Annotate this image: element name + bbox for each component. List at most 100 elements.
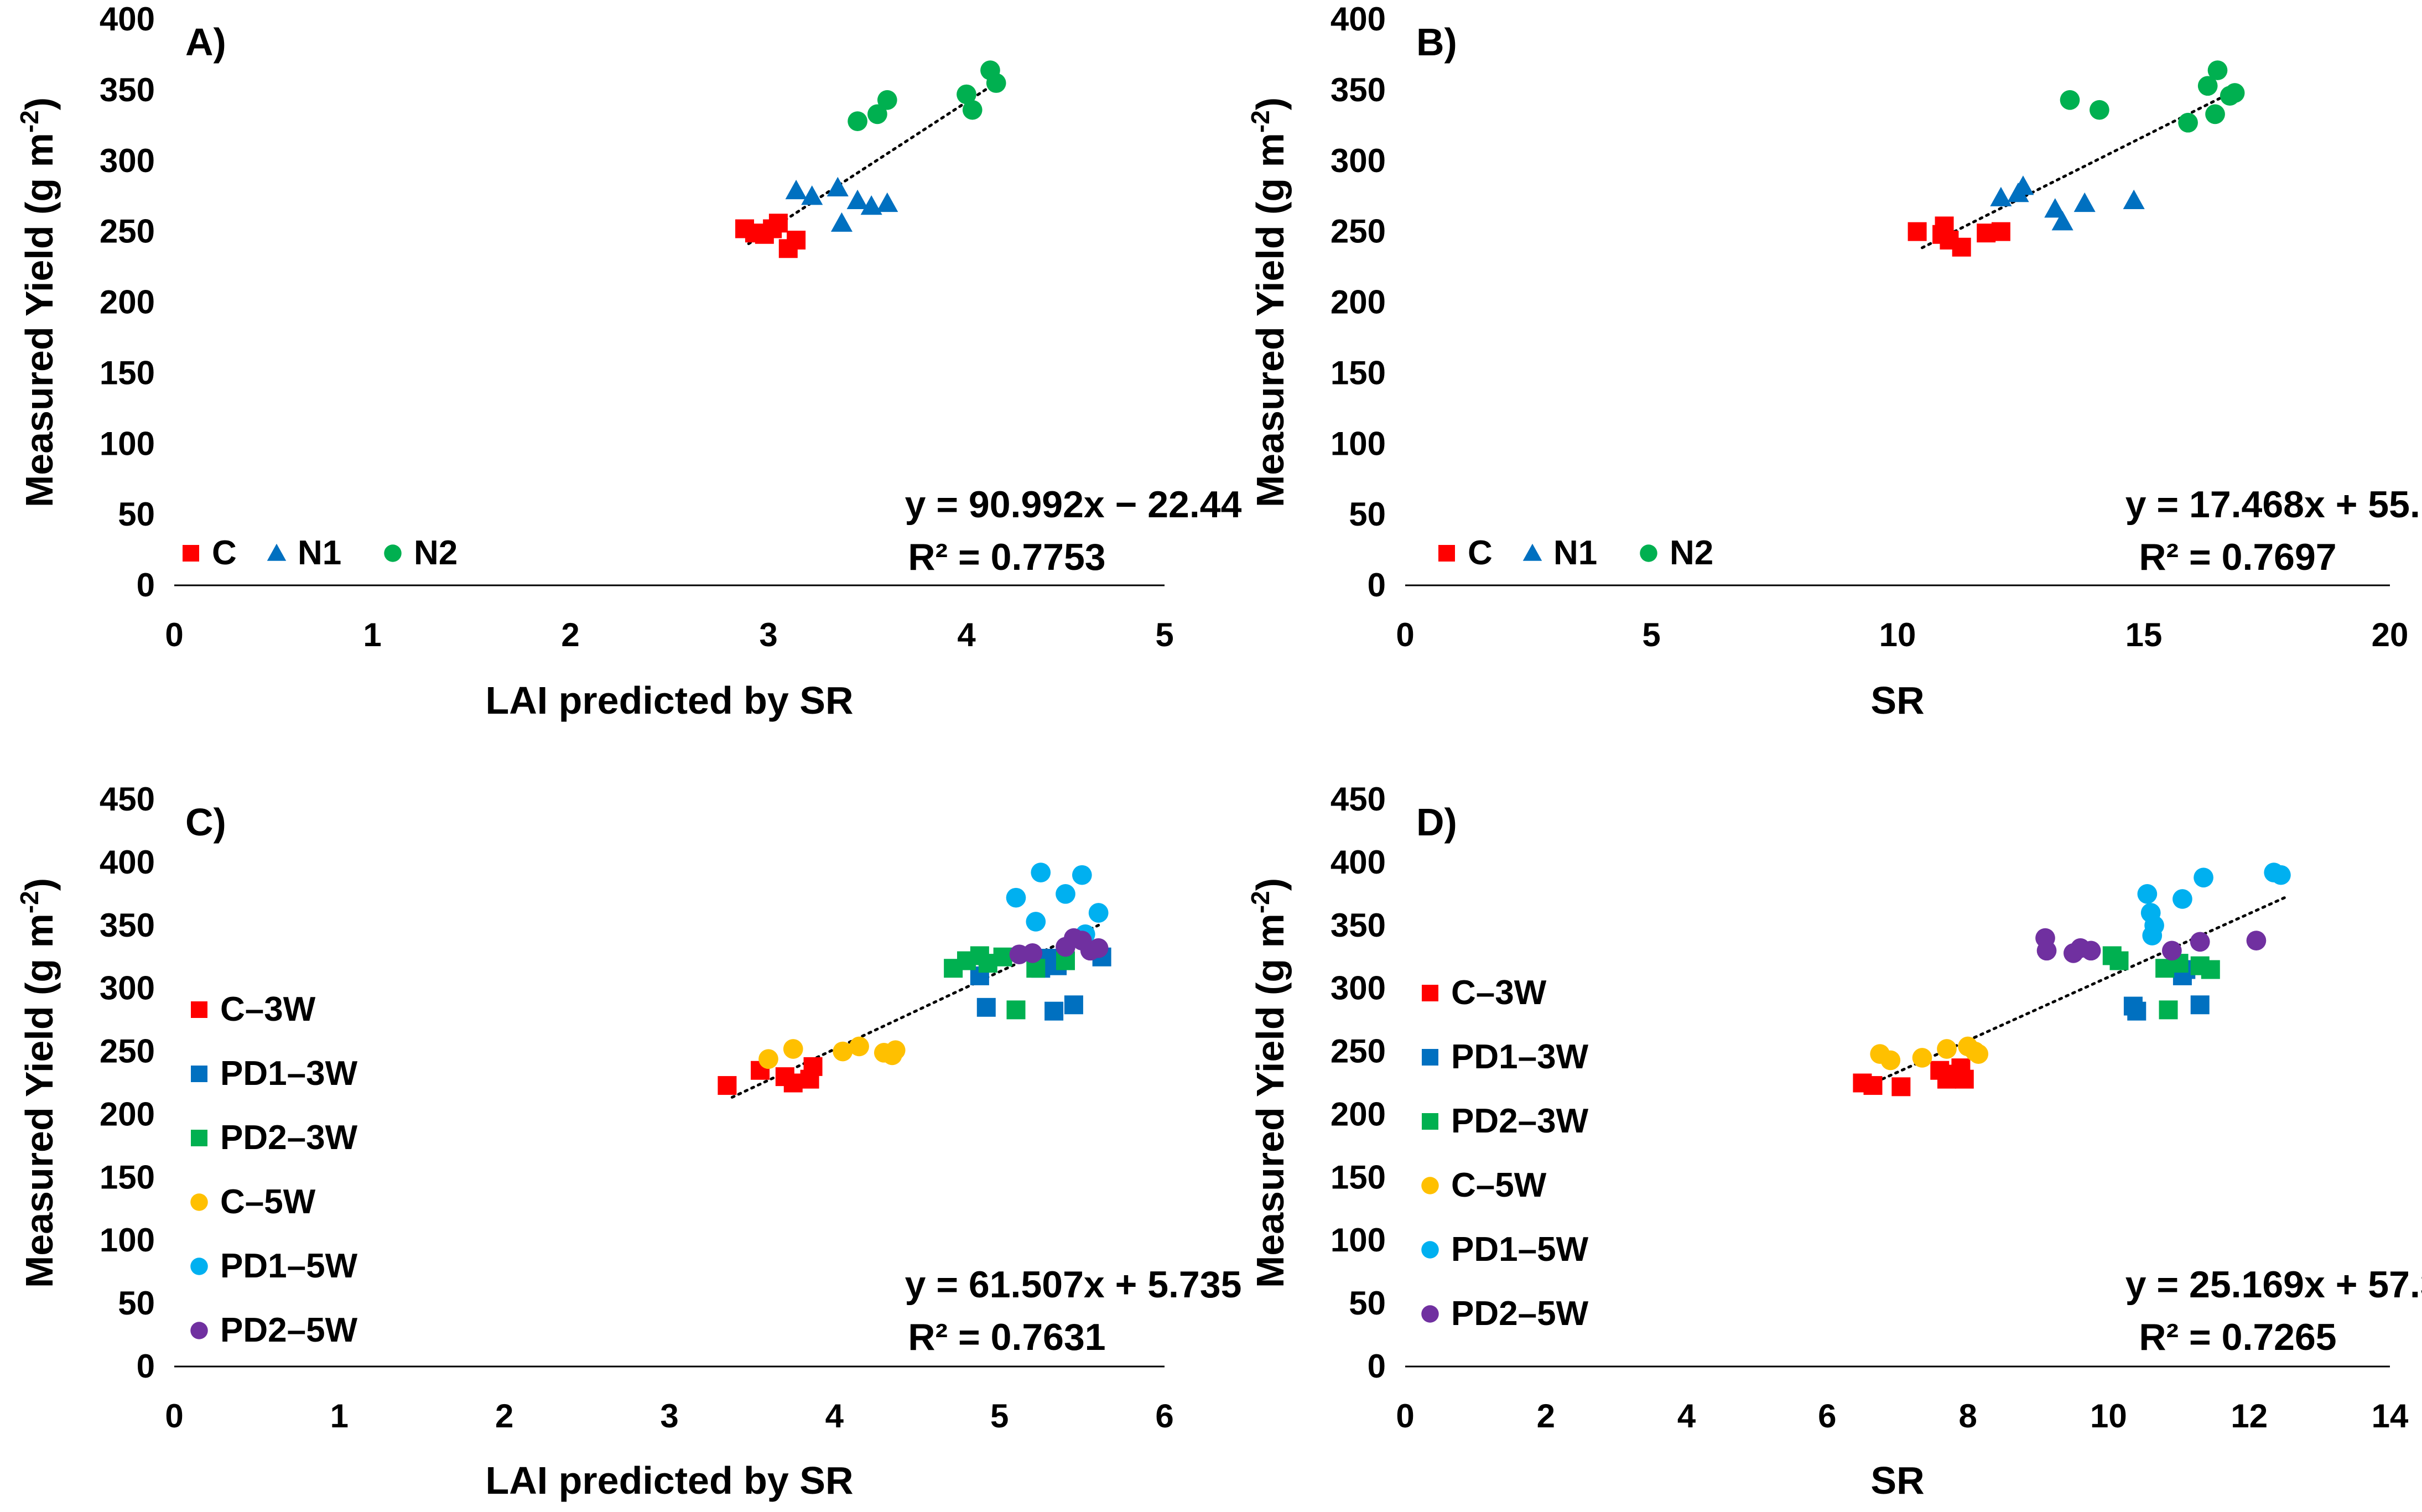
- legend-label: C–3W: [220, 990, 316, 1028]
- series-c: [735, 214, 806, 258]
- y-tick-label: 300: [1330, 142, 1386, 179]
- y-tick-label: 400: [100, 844, 155, 881]
- data-point: [1056, 884, 1075, 904]
- y-tick-label: 150: [1330, 354, 1386, 391]
- legend-label: N1: [298, 534, 341, 572]
- panel-label: D): [1416, 801, 1457, 844]
- data-point: [2225, 83, 2245, 103]
- data-point: [1031, 862, 1051, 882]
- series-pd2-3w: [2102, 946, 2220, 1020]
- x-tick-label: 5: [1155, 616, 1173, 653]
- legend-marker: [191, 1130, 207, 1146]
- series-pd1-5w: [1006, 862, 1109, 944]
- data-point: [846, 189, 869, 209]
- y-tick-label: 0: [137, 567, 155, 604]
- data-point: [1088, 938, 1109, 958]
- data-point: [2036, 941, 2057, 961]
- data-point: [2205, 104, 2225, 124]
- legend-marker: [1422, 985, 1438, 1001]
- series-pd2-3w: [944, 946, 1075, 1020]
- x-tick-label: 12: [2231, 1397, 2268, 1435]
- x-tick-label: 10: [1879, 616, 1916, 653]
- data-point: [785, 179, 807, 200]
- legend-marker: [1421, 1177, 1439, 1194]
- trendline-equation: y = 61.507x + 5.735: [905, 1264, 1242, 1306]
- x-tick-label: 10: [2090, 1397, 2127, 1435]
- data-point: [833, 1041, 853, 1062]
- y-tick-label: 400: [1330, 844, 1386, 881]
- series-n2: [2060, 60, 2245, 133]
- legend-label: N2: [414, 534, 458, 572]
- y-tick-label: 50: [1349, 1285, 1386, 1322]
- legend: C–3W PD1–3W PD2–3W C–5W PD1–5W PD2–5W: [190, 990, 358, 1349]
- data-point: [2162, 941, 2182, 961]
- r-squared-label: R² = 0.7265: [2139, 1316, 2336, 1358]
- data-point: [2142, 926, 2163, 945]
- data-point: [885, 1040, 906, 1061]
- data-point: [2060, 90, 2080, 110]
- y-tick-label: 250: [1330, 213, 1386, 250]
- legend-label: PD2–3W: [220, 1119, 358, 1157]
- data-point: [1088, 903, 1109, 923]
- x-tick-label: 2: [495, 1397, 513, 1435]
- data-point: [2194, 867, 2213, 888]
- data-point: [2190, 995, 2210, 1015]
- x-tick-label: 5: [1642, 616, 1660, 653]
- data-point: [848, 111, 867, 131]
- x-axis-title: LAI predicted by SR: [485, 1459, 853, 1502]
- x-tick-label: 15: [2125, 616, 2163, 653]
- y-axis-title: Measured Yield (g m-2): [1246, 878, 1292, 1288]
- series-n1: [785, 176, 898, 232]
- y-tick-label: 200: [100, 284, 155, 321]
- r-squared-label: R² = 0.7753: [908, 536, 1105, 578]
- legend-label: PD1–5W: [220, 1247, 358, 1285]
- data-point: [2207, 60, 2228, 80]
- legend-marker: [1422, 1113, 1438, 1130]
- panel-a: 0 50 100 150 200 250 300 350 400 0 1 2 3 4 5 LAI predic…: [15, 1, 1242, 722]
- data-point: [2137, 884, 2158, 904]
- data-point: [1006, 887, 1026, 908]
- data-point: [1026, 912, 1046, 932]
- series-c-5w: [758, 1036, 906, 1069]
- legend-label: C–5W: [220, 1183, 316, 1221]
- legend-marker: [384, 544, 402, 562]
- trendline-equation: y = 90.992x − 22.44: [905, 484, 1242, 526]
- x-tick-label: 6: [1818, 1397, 1836, 1435]
- data-point: [1064, 995, 1083, 1015]
- y-tick-label: 150: [1330, 1158, 1386, 1196]
- y-tick-label: 250: [100, 1033, 155, 1070]
- y-tick-label: 100: [100, 425, 155, 462]
- data-point: [2172, 889, 2192, 909]
- x-tick-label: 0: [165, 1397, 183, 1435]
- x-tick-label: 2: [561, 616, 579, 653]
- y-tick-label: 250: [1330, 1033, 1386, 1070]
- x-tick-label: 3: [759, 616, 777, 653]
- data-point: [1952, 237, 1971, 257]
- data-point: [803, 1057, 823, 1076]
- y-tick-label: 100: [1330, 425, 1386, 462]
- y-tick-label: 400: [100, 1, 155, 38]
- data-point: [2012, 175, 2034, 195]
- r-squared-label: R² = 0.7631: [908, 1316, 1105, 1358]
- data-point: [1891, 1077, 1911, 1097]
- data-point: [2051, 211, 2073, 231]
- legend-label: C: [1468, 534, 1493, 572]
- legend-label: PD1–5W: [1451, 1230, 1589, 1269]
- x-tick-label: 0: [1396, 1397, 1414, 1435]
- legend: C N1 N2: [1438, 534, 1713, 572]
- y-axis-title: Measured Yield (g m-2): [1246, 97, 1292, 507]
- panel-label: B): [1416, 20, 1457, 64]
- y-axis-title: Measured Yield (g m-2): [15, 97, 61, 507]
- y-tick-label: 150: [100, 354, 155, 391]
- data-point: [1908, 222, 1927, 241]
- data-point: [2123, 189, 2145, 209]
- legend-marker: [191, 1066, 207, 1082]
- data-point: [801, 185, 823, 205]
- x-tick-label: 4: [1677, 1397, 1696, 1435]
- legend-label: C: [212, 534, 237, 572]
- trendline-equation: y = 25.169x + 57.369: [2125, 1264, 2422, 1306]
- trendline: [747, 81, 998, 246]
- y-tick-label: 450: [100, 781, 155, 818]
- legend-marker: [1438, 545, 1455, 562]
- legend-label: N1: [1553, 534, 1597, 572]
